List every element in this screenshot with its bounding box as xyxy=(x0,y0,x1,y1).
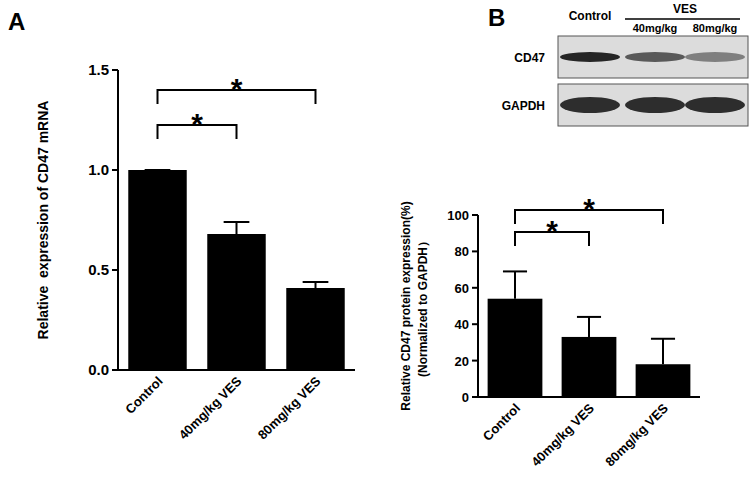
bar xyxy=(207,234,265,370)
y-tick-label: 1.0 xyxy=(88,161,109,178)
y-axis-label: (Normalized to GAPDH） xyxy=(416,235,430,377)
bar xyxy=(128,170,186,370)
x-axis xyxy=(478,396,700,398)
y-tick-label: 1.5 xyxy=(88,61,109,78)
y-tick-label: 0 xyxy=(462,390,469,405)
error-cap xyxy=(145,169,171,171)
error-cap xyxy=(651,338,675,340)
panel-label: B xyxy=(488,4,505,31)
y-tick xyxy=(112,169,118,171)
error-bar xyxy=(303,282,329,288)
y-axis-label: Relative expression of CD47 mRNA xyxy=(35,101,51,340)
blot: Control VES 40mg/kg 80mg/kg CD47 GAPDH xyxy=(502,2,748,126)
error-stem xyxy=(588,317,590,337)
error-bar xyxy=(224,222,250,234)
error-stem xyxy=(514,271,516,298)
y-tick-label: 60 xyxy=(455,281,469,296)
row-label: CD47 xyxy=(514,51,545,65)
x-tick-label: Control xyxy=(480,401,523,444)
error-bar xyxy=(651,339,675,364)
bar xyxy=(488,299,543,397)
blot-band xyxy=(685,52,745,62)
error-bar xyxy=(577,317,601,337)
x-tick-label: 80mg/kg VES xyxy=(255,373,324,442)
y-tick xyxy=(472,214,478,216)
y-tick xyxy=(472,287,478,289)
panel-0: A 0.0 0.5 1.0 1.5 Control 40mg/kg VES80mg/kg V… xyxy=(8,8,355,442)
y-tick-label: 0.5 xyxy=(88,261,109,278)
x-tick-label: 80mg/kg VES xyxy=(602,400,671,469)
y-tick-label: 80 xyxy=(455,244,469,259)
error-cap xyxy=(303,281,329,283)
y-tick-label: 40 xyxy=(455,317,469,332)
error-bar xyxy=(503,271,527,298)
group-label: VES xyxy=(673,2,697,16)
blot-band xyxy=(685,97,745,113)
blot-band xyxy=(625,97,685,113)
lane-label: 80mg/kg xyxy=(693,22,738,34)
blot-strip xyxy=(558,36,748,78)
lane-label: Control xyxy=(569,9,612,23)
y-axis xyxy=(117,70,119,370)
y-tick xyxy=(472,396,478,398)
y-tick xyxy=(472,323,478,325)
significance-label: * xyxy=(231,72,243,105)
error-cap xyxy=(577,316,601,318)
group-line xyxy=(625,18,740,20)
blot-band xyxy=(560,97,620,113)
y-tick xyxy=(472,250,478,252)
bars xyxy=(488,271,691,397)
x-tick-label: 40mg/kg VES xyxy=(176,373,245,442)
bar xyxy=(562,337,617,397)
y-tick xyxy=(112,69,118,71)
y-tick-label: 20 xyxy=(455,354,469,369)
x-tick-label: Control xyxy=(122,374,165,417)
x-axis xyxy=(118,369,355,371)
bar xyxy=(286,288,344,370)
x-tick-label: 40mg/kg VES xyxy=(528,400,597,469)
error-cap xyxy=(503,270,527,272)
error-stem xyxy=(236,222,238,234)
y-axis-label: Relative CD47 protein expression(%) xyxy=(399,201,413,410)
y-tick xyxy=(112,269,118,271)
significance-label: * xyxy=(583,192,595,225)
panel-label: A xyxy=(8,8,25,35)
significance-label: * xyxy=(191,107,203,140)
y-axis xyxy=(477,215,479,397)
y-tick xyxy=(112,369,118,371)
lane-label: 40mg/kg xyxy=(633,22,678,34)
error-bar xyxy=(145,170,171,171)
y-tick xyxy=(472,360,478,362)
bar xyxy=(636,364,691,397)
error-stem xyxy=(662,339,664,364)
row-label: GAPDH xyxy=(502,99,545,113)
figure: A0.00.51.01.5Control40mg/kg VES80mg/kg V… xyxy=(0,0,750,490)
y-tick-label: 100 xyxy=(447,208,469,223)
significance-label: * xyxy=(546,214,558,247)
blot-band xyxy=(560,52,620,62)
blot-strip xyxy=(558,84,748,126)
bars xyxy=(128,170,344,370)
error-cap xyxy=(224,221,250,223)
blot-band xyxy=(625,52,685,62)
y-tick-label: 0.0 xyxy=(88,361,109,378)
